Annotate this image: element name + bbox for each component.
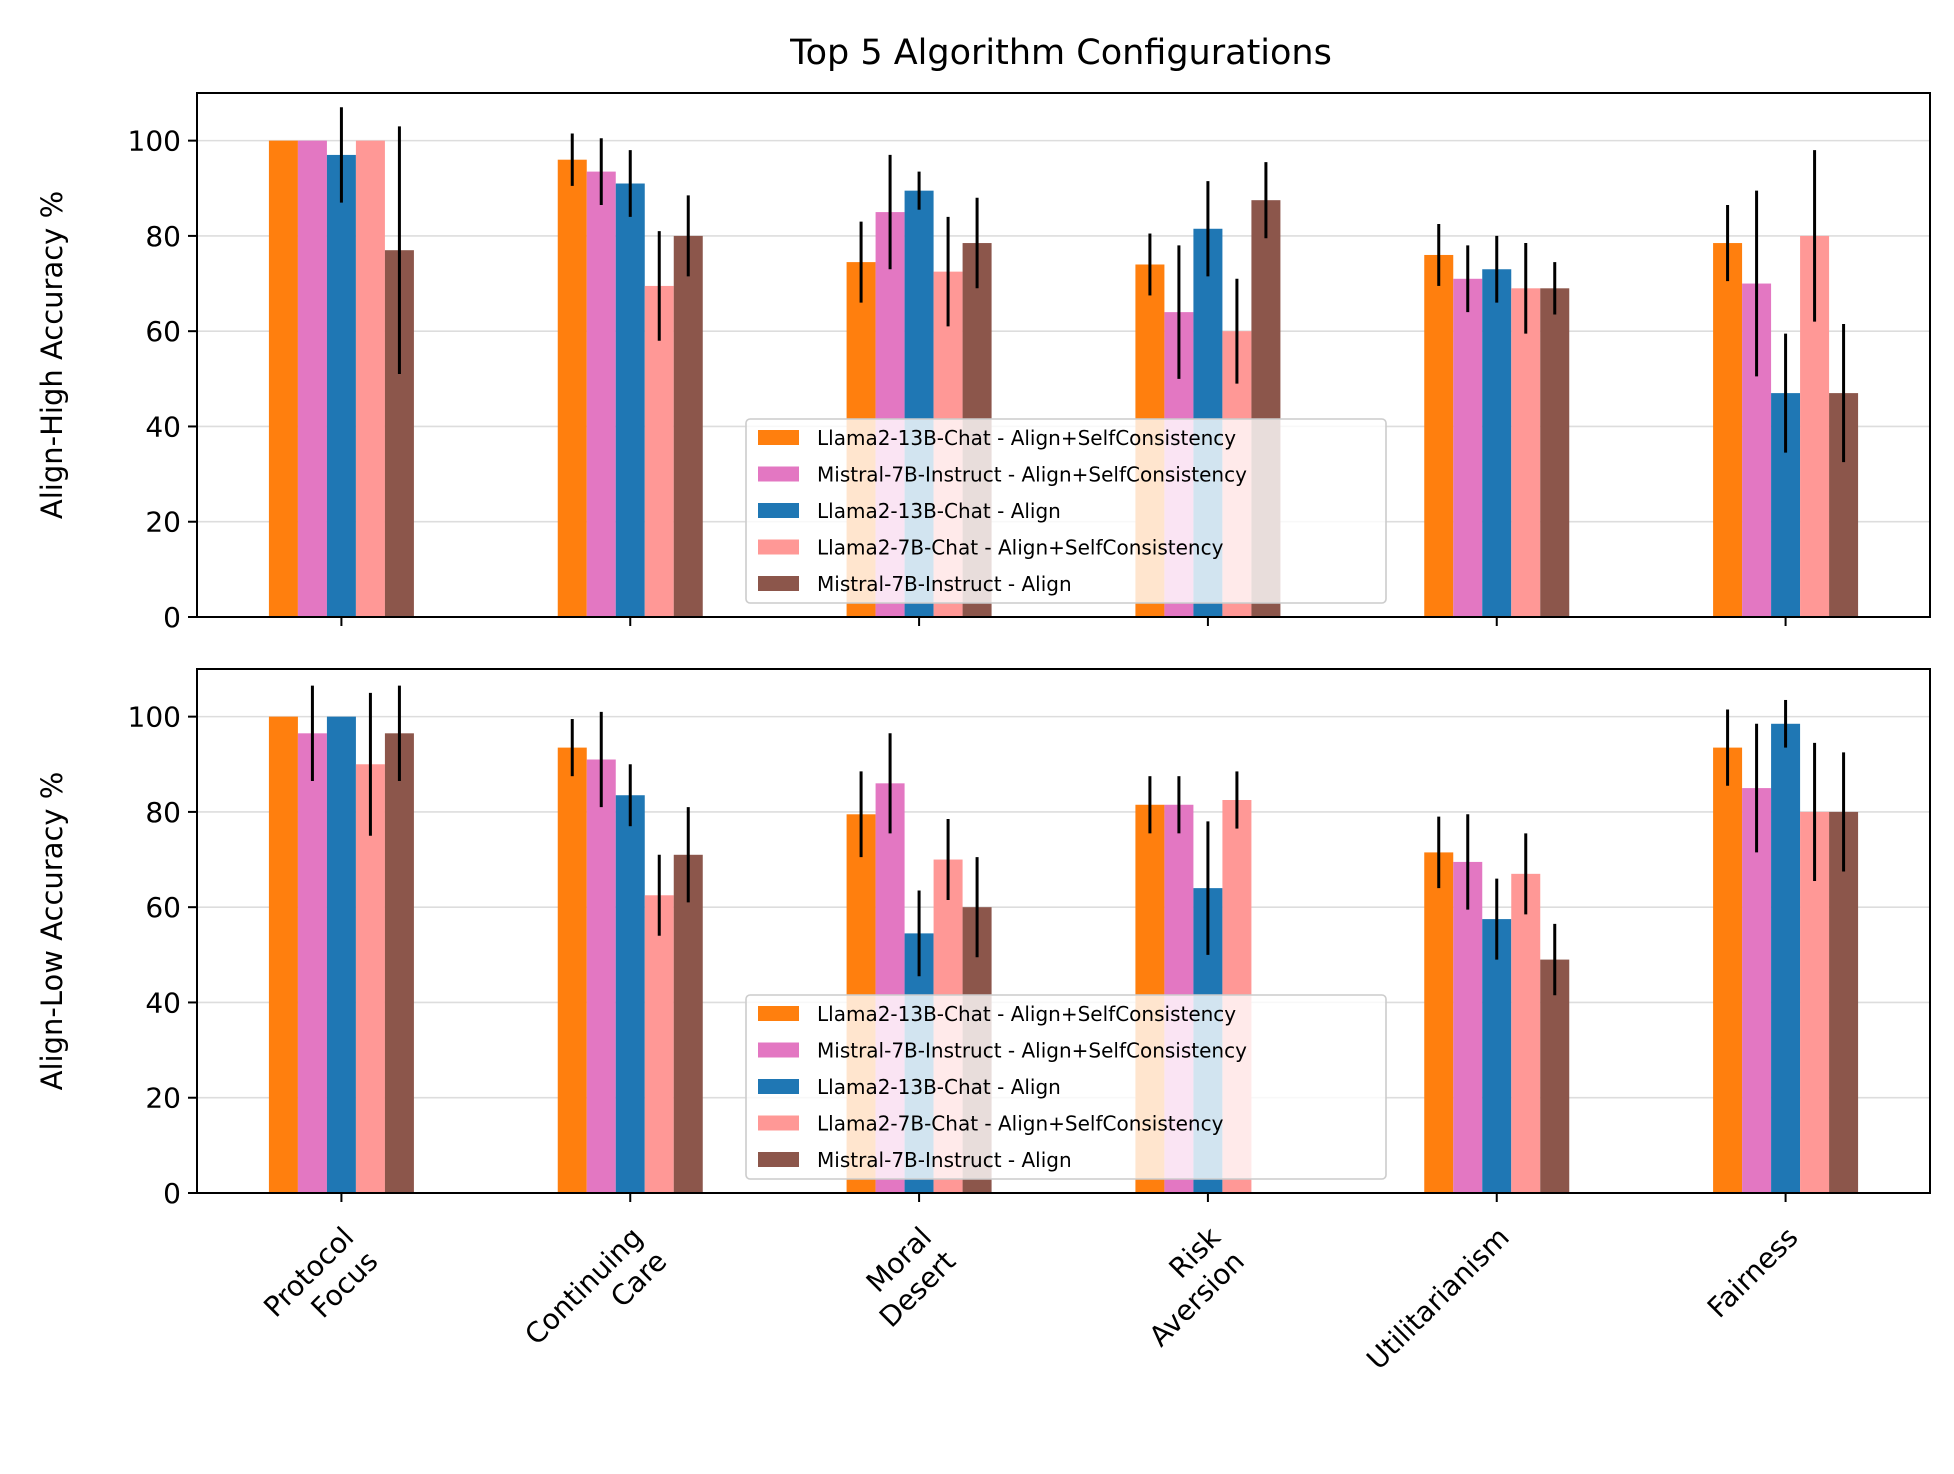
y-tick-label: 80 [145,220,181,253]
legend-swatch [758,1152,799,1167]
y-tick-label: 0 [163,1177,181,1210]
panel-2: 0 20 40 60 80 100 Align-Low Accuracy % Llama2-1… [35,668,1931,1210]
legend-swatch [758,466,799,482]
x-tick-label-line: Fairness [1701,1221,1805,1325]
x-tick-label: RiskAversion [1119,1220,1252,1353]
legend-label: Llama2-13B-Chat - Align [817,499,1061,523]
y-tick-label: 100 [128,701,181,734]
bar [1482,919,1512,1193]
bar [644,895,674,1193]
y-axis-label: Align-High Accuracy % [35,191,69,519]
bar [1742,788,1772,1193]
bar [1771,723,1801,1193]
bar [1482,269,1512,617]
bar [673,235,703,617]
bar [673,854,703,1193]
bar [615,183,645,617]
bar [1453,278,1483,617]
bar [586,171,616,617]
bar [355,140,385,618]
legend-swatch [758,539,799,555]
legend-label: Llama2-13B-Chat - Align [817,1075,1061,1099]
x-tick-label: Utilitarianism [1360,1221,1515,1376]
bar [268,140,298,618]
x-tick-label: Fairness [1701,1221,1805,1325]
legend: Llama2-13B-Chat - Align+SelfConsistency M… [745,994,1387,1180]
panel-1: 0 20 40 60 80 100 Align-High Accuracy % Llama2-… [35,92,1931,634]
bar [326,154,356,617]
bar [268,716,298,1193]
y-tick-label: 20 [145,506,181,539]
y-tick-label: 60 [145,891,181,924]
x-tick-label: ContinuingCare [518,1221,673,1376]
bar [1424,254,1454,618]
bar [1424,852,1454,1193]
legend-label: Llama2-7B-Chat - Align+SelfConsistency [817,536,1224,560]
legend-label: Llama2-7B-Chat - Align+SelfConsistency [817,1112,1224,1136]
bar [326,716,356,1193]
x-tick-label: ProtocolFocus [257,1221,384,1348]
legend-label: Llama2-13B-Chat - Align+SelfConsistency [817,1002,1236,1026]
bar [1540,959,1570,1193]
x-tick-label: MoralDesert [849,1221,962,1334]
axes-frame [196,668,1931,1194]
bar [557,159,587,617]
bar [1713,747,1743,1193]
legend-label: Mistral-7B-Instruct - Align [817,572,1072,596]
legend-label: Mistral-7B-Instruct - Align+SelfConsiste… [817,463,1247,487]
bar [297,140,327,618]
legend-swatch [758,576,799,591]
bar [1829,811,1859,1193]
legend-label: Mistral-7B-Instruct - Align [817,1148,1072,1172]
legend-label: Llama2-13B-Chat - Align+SelfConsistency [817,426,1236,450]
bar [1453,861,1483,1193]
legend: Llama2-13B-Chat - Align+SelfConsistency M… [745,418,1387,604]
bar [644,285,674,617]
bar [557,747,587,1193]
bar [586,759,616,1193]
legend-label: Mistral-7B-Instruct - Align+SelfConsiste… [817,1039,1247,1063]
legend-swatch [758,1042,799,1058]
y-axis-label: Align-Low Accuracy % [35,772,69,1091]
y-tick-label: 40 [145,986,181,1019]
y-tick-label: 20 [145,1082,181,1115]
y-tick-label: 100 [128,125,181,158]
legend-swatch [758,1079,799,1094]
legend-swatch [758,503,799,518]
bar [1511,873,1541,1193]
y-tick-label: 60 [145,315,181,348]
legend-box [745,418,1387,604]
x-tick-label-line: Utilitarianism [1360,1221,1515,1376]
bar [384,733,414,1193]
bar [297,733,327,1193]
legend-swatch [758,430,799,445]
y-tick-label: 40 [145,410,181,443]
legend-swatch [758,1115,799,1131]
bar [1511,288,1541,617]
y-tick-label: 0 [163,601,181,634]
legend-swatch [758,1006,799,1021]
y-tick-label: 80 [145,796,181,829]
axes-frame [196,92,1931,618]
bar [1713,243,1743,617]
bar [1540,288,1570,617]
legend-box [745,994,1387,1180]
bar [615,795,645,1193]
chart-title: Top 5 Algorithm Configurations [789,33,1332,73]
